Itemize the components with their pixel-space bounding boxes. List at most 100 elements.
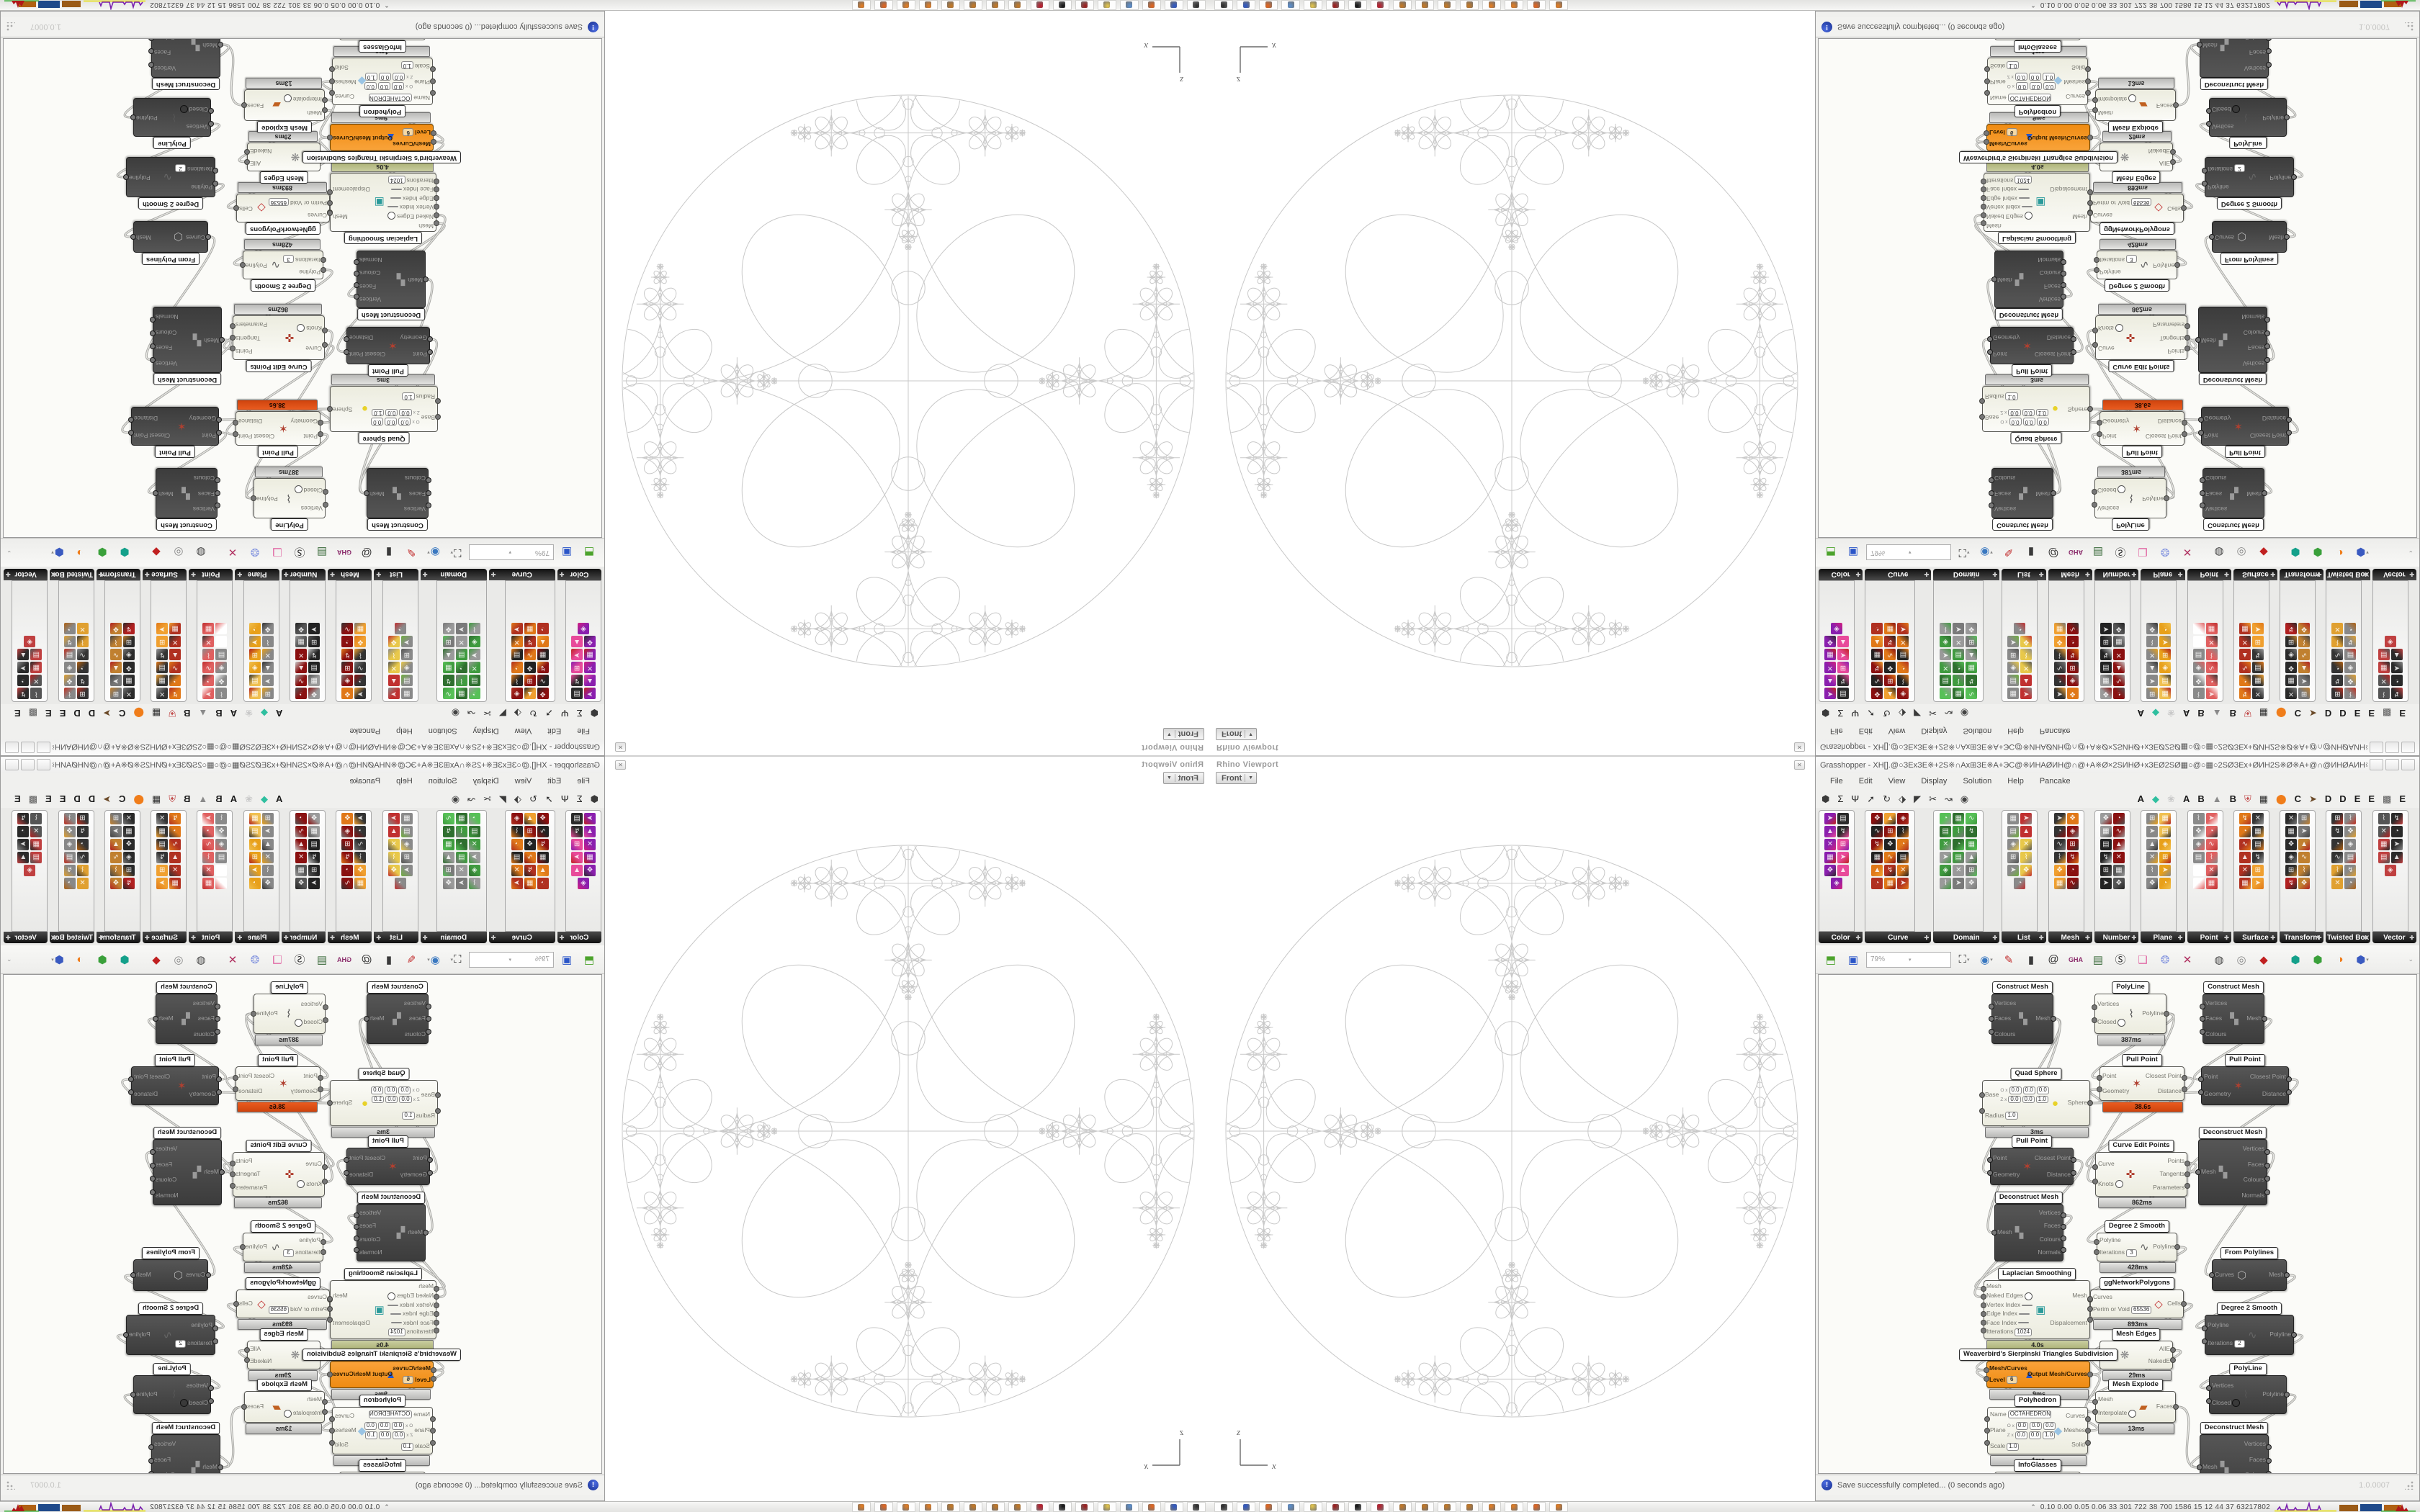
document-properties-button[interactable]: ▤ bbox=[2092, 953, 2104, 966]
component-icon[interactable]: ▲ bbox=[295, 662, 308, 673]
component-icon[interactable]: ✕ bbox=[2238, 636, 2251, 647]
component-icon[interactable]: ⊞ bbox=[308, 636, 321, 647]
sets-tab-icon[interactable]: Ψ bbox=[1851, 708, 1860, 719]
component-icon[interactable]: ⊞ bbox=[2066, 662, 2079, 673]
gem-blue-button[interactable]: ⬢ ▾ bbox=[2356, 546, 2369, 559]
output-port[interactable] bbox=[148, 61, 154, 68]
component-icon[interactable]: ◔ bbox=[1953, 839, 1965, 850]
plugin-tab-icon-5[interactable]: ▲ bbox=[2212, 793, 2222, 804]
firefox-launcher[interactable] bbox=[874, 1502, 893, 1512]
panel-label-twisted-box[interactable]: Twisted Box ✚ bbox=[2326, 569, 2370, 580]
component-icon[interactable]: ↯ bbox=[1966, 675, 1978, 686]
plane-value-box[interactable]: 0.0 bbox=[377, 1422, 390, 1430]
component-icon[interactable]: ⌇ bbox=[215, 688, 228, 699]
component-icon[interactable]: ⊞ bbox=[1884, 826, 1896, 837]
component-icon[interactable]: ❖ bbox=[354, 636, 367, 647]
plugin-tab-e-14[interactable]: E bbox=[59, 708, 66, 719]
component-icon[interactable]: ∿ bbox=[442, 813, 454, 824]
component-icon[interactable]: ⌇ bbox=[1953, 675, 1965, 686]
output-port[interactable] bbox=[2284, 1392, 2290, 1398]
input-port[interactable] bbox=[2097, 420, 2102, 426]
component-icon[interactable]: ✕ bbox=[1940, 662, 1952, 673]
component-icon[interactable]: ⊞ bbox=[341, 839, 354, 850]
plane-value-box[interactable]: 0.0 bbox=[371, 418, 384, 426]
component-icon[interactable]: ◔ bbox=[295, 813, 308, 824]
input-port[interactable] bbox=[318, 1086, 323, 1092]
component-icon[interactable]: ➤ bbox=[2099, 878, 2112, 889]
component-icon[interactable]: ✕ bbox=[295, 649, 308, 660]
component-icon[interactable]: ❖ bbox=[524, 662, 536, 673]
component-icon[interactable]: ⌇ bbox=[2378, 688, 2390, 699]
component-icon[interactable]: ➤ bbox=[455, 623, 467, 634]
document-properties-button[interactable]: ▤ bbox=[2092, 546, 2104, 559]
component-icon[interactable]: ▤ bbox=[2159, 675, 2172, 686]
component-icon[interactable]: ⊞ bbox=[2298, 688, 2311, 699]
plane-value-box[interactable]: 0.0 bbox=[385, 418, 398, 426]
component-icon[interactable]: ◈ bbox=[2159, 839, 2172, 850]
panel-label-mesh[interactable]: Mesh ✚ bbox=[328, 569, 372, 580]
gh-node-mex[interactable]: Mesh Interpolate ▰ Faces bbox=[2095, 1391, 2176, 1423]
output-port[interactable] bbox=[354, 259, 359, 265]
component-icon[interactable]: ⊞ bbox=[2285, 636, 2298, 647]
input-port[interactable] bbox=[426, 1028, 431, 1035]
component-icon[interactable]: ◔ bbox=[63, 878, 76, 889]
component-icon[interactable]: ❖ bbox=[2112, 623, 2125, 634]
input-port[interactable] bbox=[435, 413, 441, 420]
folder-launcher[interactable] bbox=[1304, 1502, 1322, 1512]
component-icon[interactable]: ◔ bbox=[2238, 675, 2251, 686]
output-port[interactable] bbox=[2266, 1471, 2272, 1473]
minimize-button[interactable] bbox=[37, 759, 50, 770]
component-icon[interactable]: ▦ bbox=[122, 675, 135, 686]
output-port[interactable] bbox=[251, 495, 256, 501]
component-icon[interactable]: ∿ bbox=[2298, 649, 2311, 660]
component-icon[interactable]: ➤ bbox=[1824, 688, 1836, 699]
component-icon[interactable]: ❖ bbox=[2053, 636, 2066, 647]
value-box[interactable]: 2 bbox=[175, 1339, 187, 1348]
component-icon[interactable]: ⊞ bbox=[156, 865, 169, 876]
component-icon[interactable]: ↯ bbox=[2066, 852, 2079, 863]
component-icon[interactable]: ▦ bbox=[2251, 826, 2264, 837]
component-icon[interactable]: ◔ bbox=[2205, 826, 2218, 837]
component-icon[interactable]: ▦ bbox=[2238, 878, 2251, 889]
component-icon[interactable]: ✕ bbox=[584, 839, 596, 850]
output-port[interactable] bbox=[230, 1160, 236, 1166]
intersect-tab-icon[interactable]: ✂ bbox=[1929, 793, 1937, 804]
input-port[interactable] bbox=[423, 1230, 429, 1236]
output-port[interactable] bbox=[233, 205, 239, 211]
input-port[interactable] bbox=[219, 1169, 225, 1175]
panel-label-transform[interactable]: Transform ✚ bbox=[96, 932, 140, 943]
component-icon[interactable]: ▤ bbox=[248, 675, 261, 686]
grasshopper-canvas[interactable]: Vertices Faces Colours ▚ Mesh Construct Mesh V… bbox=[1818, 38, 2417, 538]
toggle-icon[interactable] bbox=[2128, 94, 2137, 103]
component-icon[interactable]: ▲ bbox=[261, 839, 274, 850]
menu-display[interactable]: Display bbox=[472, 777, 499, 786]
save-file-button[interactable]: ▣ bbox=[561, 953, 573, 966]
plugin-tab-e-17[interactable]: E bbox=[14, 708, 21, 719]
red-book-launcher[interactable] bbox=[1075, 1502, 1094, 1512]
output-port[interactable] bbox=[230, 1171, 236, 1177]
input-port[interactable] bbox=[2094, 1239, 2099, 1246]
panel-label-list[interactable]: List ✚ bbox=[2002, 932, 2046, 943]
component-icon[interactable]: ▦ bbox=[202, 623, 215, 634]
output-port[interactable] bbox=[327, 1316, 333, 1323]
component-icon[interactable]: ▤ bbox=[63, 852, 76, 863]
component-icon[interactable]: ↯ bbox=[2192, 865, 2205, 876]
gh-node-pp7[interactable]: Point Geometry ✶ Closest Point Distance bbox=[1990, 327, 2074, 364]
input-port[interactable] bbox=[208, 121, 214, 127]
component-icon[interactable]: ✕ bbox=[2020, 839, 2033, 850]
menu-view[interactable]: View bbox=[514, 777, 532, 786]
input-port[interactable] bbox=[1981, 212, 1986, 218]
gh-node-pl2[interactable]: Vertices Closed ⌇ Polyline bbox=[2094, 478, 2166, 518]
component-icon[interactable]: ▤ bbox=[63, 649, 76, 660]
grasshopper-titlebar[interactable]: Grasshopper - XH[].@○ЗЕхЗЕ※+2S※∩Ах⊞ЗЕ※А+… bbox=[1816, 757, 2419, 773]
search-button[interactable]: Ⓢ bbox=[2115, 546, 2126, 558]
component-icon[interactable]: ◔ bbox=[295, 688, 308, 699]
preview-shaded-button[interactable]: ◆ bbox=[2259, 953, 2268, 966]
output-port[interactable] bbox=[2087, 1100, 2093, 1106]
panel-label-curve[interactable]: Curve ✚ bbox=[1865, 932, 1932, 943]
gh-node-poly[interactable]: Name OCTAHEDRON Plane O x 0.0 0.0 0.0 Z x 0.0 0.0… bbox=[332, 1407, 433, 1454]
component-icon[interactable]: ▤ bbox=[1897, 649, 1909, 660]
component-icon[interactable]: ◈ bbox=[122, 852, 135, 863]
canvas-zoom-input[interactable]: 79% ▾ bbox=[1866, 544, 1951, 561]
component-icon[interactable]: ↯ bbox=[63, 636, 76, 647]
